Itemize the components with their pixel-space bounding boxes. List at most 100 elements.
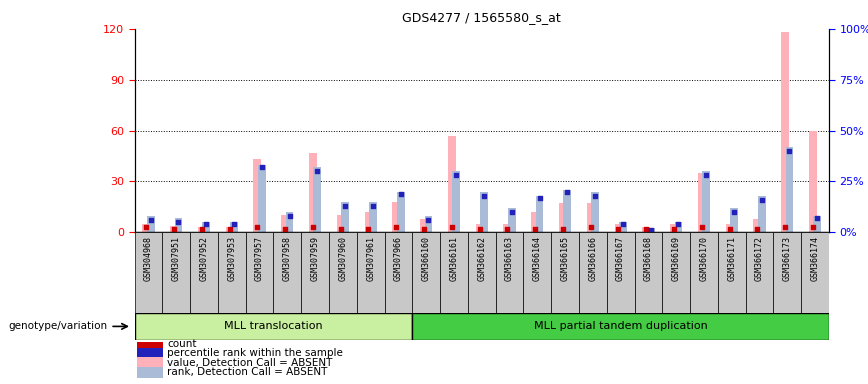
Point [700,172,713,179]
Text: GSM307953: GSM307953 [227,237,236,281]
Point [200,221,214,227]
Bar [726,224,733,232]
Point [722,226,736,232]
Point [144,217,158,223]
Text: GSM366167: GSM366167 [616,237,625,281]
Bar [559,204,567,232]
Text: genotype/variation: genotype/variation [9,321,108,331]
Bar [496,232,523,313]
Bar [218,232,246,313]
Text: GSM366172: GSM366172 [755,237,764,281]
Point [361,226,375,232]
Point [672,221,686,227]
Point [811,215,825,221]
Text: GSM366169: GSM366169 [672,237,681,281]
Bar [587,204,595,232]
Text: GSM307959: GSM307959 [311,237,319,281]
Bar [452,171,460,232]
Text: count: count [167,339,196,349]
Bar [615,224,622,232]
Bar [135,232,162,313]
Point [283,213,297,219]
Text: GSM307957: GSM307957 [255,237,264,281]
Text: GSM307951: GSM307951 [172,237,181,281]
Text: GSM307966: GSM307966 [394,237,403,281]
Bar [230,222,238,232]
Text: rank, Detection Call = ABSENT: rank, Detection Call = ABSENT [167,367,327,377]
Text: GSM366160: GSM366160 [422,237,431,281]
Text: MLL partial tandem duplication: MLL partial tandem duplication [534,321,707,331]
Point [222,226,236,232]
Bar [246,232,273,313]
Bar [758,196,766,232]
Bar [202,222,210,232]
Point [755,197,769,203]
Bar [385,232,412,313]
Point [389,224,403,230]
Bar [136,348,163,359]
Bar [147,216,155,232]
Bar [468,232,496,313]
Bar [809,131,817,232]
Bar [690,232,718,313]
Point [561,189,575,195]
Point [422,217,436,223]
Point [450,172,464,179]
Bar [424,216,432,232]
Bar [135,313,412,340]
Bar [392,202,400,232]
Point [528,226,542,232]
Point [639,226,653,232]
Point [311,168,325,174]
Point [444,224,458,230]
Bar [412,232,440,313]
Bar [313,167,321,232]
Text: MLL translocation: MLL translocation [224,321,323,331]
Text: GSM366171: GSM366171 [727,237,736,281]
Bar [730,208,738,232]
Bar [619,222,627,232]
Point [477,193,491,199]
Text: GSM307958: GSM307958 [283,237,292,281]
Bar [273,232,301,313]
Bar [476,224,483,232]
Point [667,226,681,232]
Bar [136,367,163,378]
Text: percentile rank within the sample: percentile rank within the sample [167,348,343,358]
Bar [420,219,428,232]
Bar [647,228,654,232]
Bar [746,232,773,313]
Bar [136,338,163,349]
Point [172,219,186,225]
Text: GSM366173: GSM366173 [783,237,792,281]
Text: GSM307960: GSM307960 [339,237,347,281]
Text: GSM366161: GSM366161 [450,237,458,281]
Bar [551,232,579,313]
Bar [258,165,266,232]
Bar [412,313,829,340]
Bar [174,218,182,232]
Bar [642,227,650,232]
Bar [480,192,488,232]
Bar [786,147,793,232]
Point [366,203,380,209]
Bar [508,208,516,232]
Point [333,226,347,232]
Point [306,224,319,230]
Text: value, Detection Call = ABSENT: value, Detection Call = ABSENT [167,358,332,368]
Text: GSM366174: GSM366174 [811,237,819,281]
Bar [781,32,789,232]
Point [167,226,181,232]
Point [806,224,819,230]
Text: GSM366165: GSM366165 [561,237,569,281]
Text: GSM307952: GSM307952 [200,237,208,281]
Bar [253,159,261,232]
Point [533,195,547,201]
Point [750,226,764,232]
Bar [337,215,345,232]
Bar [286,212,293,232]
Bar [226,227,233,232]
Bar [440,232,468,313]
Bar [801,232,829,313]
Bar [162,232,190,313]
